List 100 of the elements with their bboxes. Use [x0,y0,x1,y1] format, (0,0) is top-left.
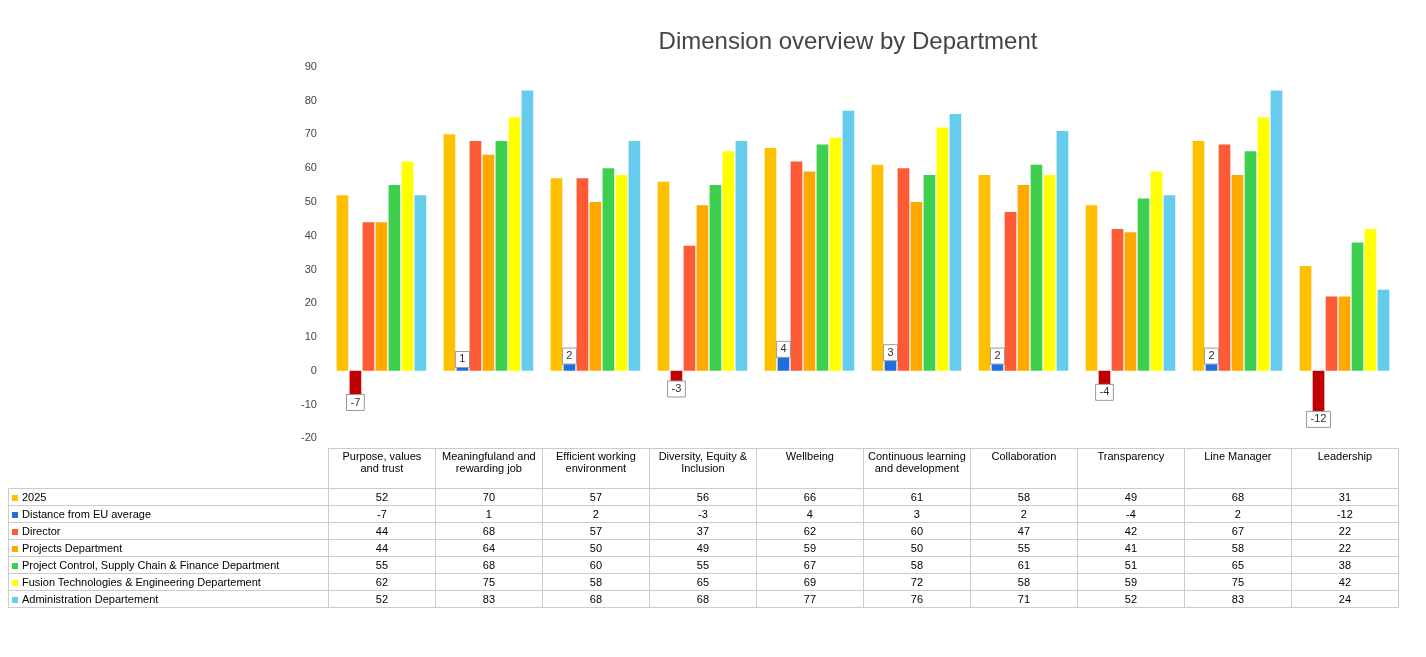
data-label: 59 [1077,573,1185,591]
legend-label: Administration Departement [8,590,329,608]
y-tick-label: -10 [300,397,317,410]
bar [722,151,735,371]
annotation: 4 [780,342,787,355]
x-tick-label: Leadership [1291,448,1399,489]
data-label: -7 [328,505,436,523]
data-label: 4 [756,505,864,523]
bar [1163,195,1176,371]
bar [1085,205,1098,371]
data-label: 24 [1291,590,1399,608]
bar [923,174,936,371]
bar [362,222,375,371]
x-tick-label: Wellbeing [756,448,864,489]
bar [1137,198,1150,371]
data-label: 41 [1077,539,1185,557]
annotation: -4 [1099,385,1110,398]
bar [1098,370,1111,385]
bar [709,185,722,371]
data-label: 2 [970,505,1078,523]
data-label: 49 [649,539,757,557]
bar [1111,228,1124,371]
data-label: 42 [1077,522,1185,540]
data-label: 2 [1184,505,1292,523]
data-label: 67 [1184,522,1292,540]
bar [482,154,495,371]
data-label: 59 [756,539,864,557]
bar [508,117,521,371]
bar [1338,296,1351,371]
data-label: 22 [1291,539,1399,557]
legend-label: 2025 [8,488,329,506]
bar [388,185,401,371]
data-label: 61 [863,488,971,506]
x-tick-label: Collaboration [970,448,1078,489]
bar [1124,232,1137,371]
bar [1364,228,1377,371]
data-label: 70 [435,488,543,506]
x-tick-label: Transparency [1077,448,1185,489]
legend-label: Director [8,522,329,540]
y-tick-label: 70 [304,127,317,140]
data-label: 58 [863,556,971,574]
y-tick-label: 20 [304,296,317,309]
data-label: 67 [756,556,864,574]
data-label: 22 [1291,522,1399,540]
bar [1218,144,1231,371]
data-label: 37 [649,522,757,540]
data-label: 57 [542,488,650,506]
legend-label: Distance from EU average [8,505,329,523]
bar [336,195,349,371]
data-label: 55 [970,539,1078,557]
bar [683,245,696,371]
data-label: 68 [649,590,757,608]
bar [1325,296,1338,371]
bar [615,174,628,371]
legend-label: Projects Department [8,539,329,557]
bar [602,168,615,371]
annotation: 2 [994,349,1001,362]
data-label: 3 [863,505,971,523]
bar [1299,266,1312,371]
bar [576,178,589,371]
data-label: 42 [1291,573,1399,591]
data-label: 58 [542,573,650,591]
data-label: 76 [863,590,971,608]
bar [1270,90,1283,371]
data-label: 2 [542,505,650,523]
data-label: 68 [435,522,543,540]
data-label: 58 [970,488,1078,506]
data-label: 44 [328,522,436,540]
bar [443,134,456,371]
data-label: 51 [1077,556,1185,574]
x-tick-label: Purpose, values and trust [328,448,436,489]
bar [401,161,414,371]
data-label: 56 [649,488,757,506]
data-label: 58 [970,573,1078,591]
data-label: 1 [435,505,543,523]
y-tick-label: -20 [300,431,317,444]
bar [1192,141,1205,371]
bar [910,201,923,371]
data-label: 65 [649,573,757,591]
bar [842,110,855,371]
bar [790,161,803,371]
data-label: 52 [1077,590,1185,608]
bar [978,174,991,371]
y-tick-label: 40 [304,228,317,241]
data-label: 71 [970,590,1078,608]
x-tick-label: Efficient working environment [542,448,650,489]
bar [949,114,962,371]
y-tick-label: 60 [304,161,317,174]
bar [589,201,602,371]
bar [550,178,563,371]
bar [1150,171,1163,371]
data-label: -12 [1291,505,1399,523]
annotation: 1 [459,352,466,365]
data-label: 69 [756,573,864,591]
data-label: 38 [1291,556,1399,574]
bar [696,205,709,371]
data-label: 62 [328,573,436,591]
annotation: 2 [1208,349,1215,362]
data-label: 83 [435,590,543,608]
bar [495,141,508,371]
